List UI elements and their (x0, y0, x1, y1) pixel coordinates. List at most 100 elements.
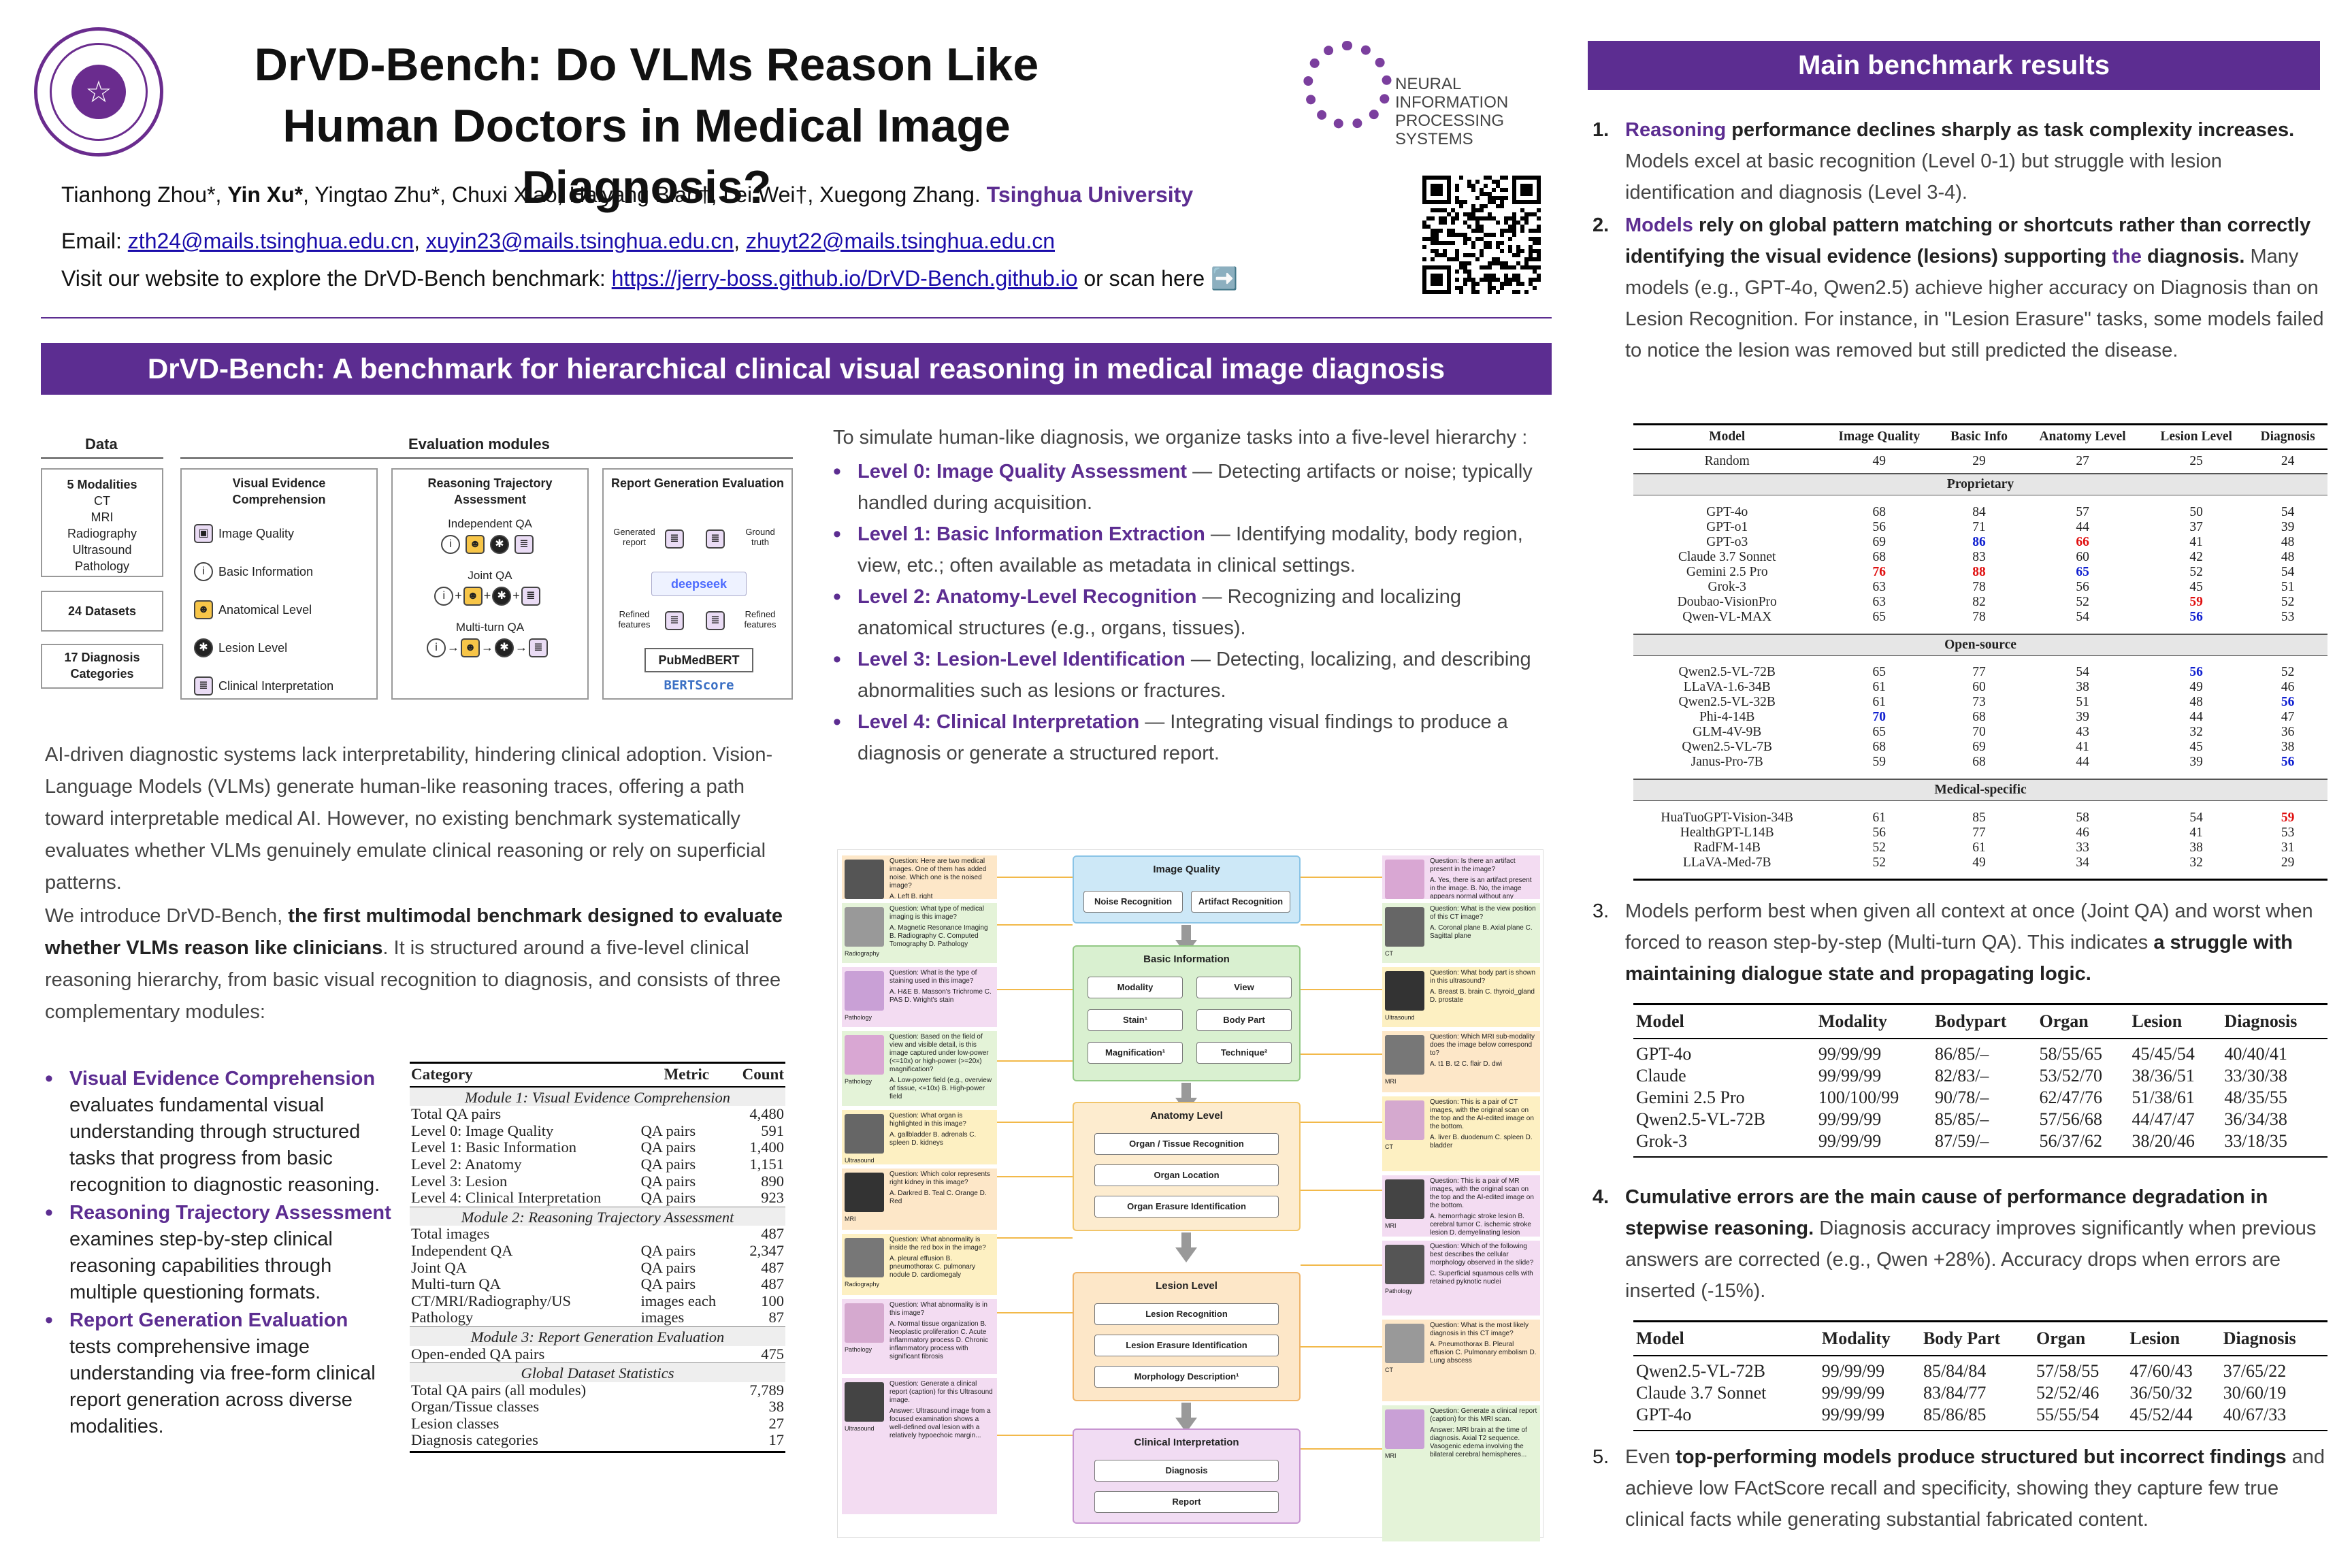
example-card: Question: Based on the field of view and… (842, 1031, 997, 1106)
table-cell: 38 (768, 1398, 785, 1416)
datasets-box: 24 Datasets (41, 591, 163, 632)
p2-bold: the first multimodal benchmark designed … (45, 905, 783, 959)
anatomy-icon: ☻ (194, 600, 213, 619)
qr-code[interactable] (1422, 176, 1541, 294)
table-cell: 39 (2076, 710, 2089, 724)
col-header: Model (1633, 423, 1821, 450)
col-header: Organ (2036, 1003, 2129, 1039)
email-link-3[interactable]: zhuyt22@mails.tsinghua.edu.cn (745, 229, 1056, 253)
level-label: Level 3: Lesion-Level Identification (858, 649, 1186, 670)
table-cell: 84 (1972, 504, 1986, 519)
image-quality-icon: ▣ (194, 524, 213, 543)
down-arrow-icon (1181, 1083, 1191, 1099)
table-cell: 45/45/54 (2132, 1044, 2195, 1064)
table-cell: Qwen2.5-VL-72B (1636, 1109, 1765, 1129)
table-cell (640, 1106, 733, 1123)
page-title: DrVD-Bench: Do VLMs Reason Like Human Do… (170, 34, 1123, 218)
modalities-box: 5 Modalities CT MRI Radiography Ultrasou… (41, 468, 163, 577)
table-cell: 1,400 (749, 1139, 784, 1156)
stage-title: Anatomy Level (1150, 1110, 1223, 1122)
module-list: Visual Evidence Comprehension evaluates … (45, 1066, 392, 1440)
table-cell: 36/50/32 (2129, 1383, 2193, 1403)
medical-image-thumbnail (1385, 860, 1424, 899)
table-row: Level 3: Lesion QA pairs 890 (410, 1173, 785, 1190)
table-cell: 48 (2281, 549, 2295, 564)
task-node: Artifact Recognition (1191, 891, 1290, 913)
table-cell: 85/85/– (1934, 1109, 1989, 1129)
finding-3: 3. Models perform best when given all con… (1592, 896, 2328, 990)
table-row: Qwen2.5-VL-72B 65 77 54 56 52 (1633, 665, 2328, 680)
table-cell: 52 (2189, 564, 2203, 579)
table-cell: 46 (2076, 825, 2089, 840)
card-answer: A. Normal tissue organization B. Neoplas… (889, 1320, 989, 1360)
table-cell: 55/55/54 (2033, 1404, 2127, 1431)
overview-panel: Data Evaluation modules 5 Modalities CT … (41, 429, 817, 715)
table-cell: 58/55/65 (2039, 1044, 2102, 1064)
table-cell: 47/60/43 (2129, 1361, 2193, 1381)
pubmedbert-box: PubMedBERT (644, 648, 753, 672)
table-cell: 99/99/99 (1815, 1130, 1932, 1158)
stage-box: Clinical Interpretation Diagnosis Report (1073, 1428, 1301, 1524)
table-cell: Total QA pairs (411, 1105, 502, 1123)
email-link-1[interactable]: zth24@mails.tsinghua.edu.cn (127, 229, 414, 253)
table-cell (640, 1382, 733, 1399)
table-cell: 33/18/35 (2221, 1130, 2328, 1158)
website-link[interactable]: https://jerry-boss.github.io/DrVD-Bench.… (611, 266, 1078, 291)
modality-ultrasound: Ultrasound (72, 543, 132, 557)
table-cell: 47 (2281, 710, 2295, 724)
finding-text: Diagnosis accuracy improves significantl… (1625, 1218, 2317, 1302)
table-row: RadFM-14B 52 61 33 38 31 (1633, 840, 2328, 855)
vec-item: Image Quality (218, 526, 295, 540)
table-cell: 52/52/46 (2036, 1383, 2100, 1403)
finding-text: Models excel at basic recognition (Level… (1625, 150, 2222, 203)
author-line: Tianhong Zhou*, Yin Xu*, Yingtao Zhu*, C… (61, 182, 1193, 208)
finding-number: 1. (1592, 119, 1610, 141)
table-cell: Total QA pairs (all modules) (411, 1381, 587, 1399)
table-cell: 61 (1972, 840, 1986, 855)
task-node: Organ Erasure Identification (1094, 1196, 1279, 1218)
sep: , (734, 229, 746, 253)
finding-bold: performance declines sharply as task com… (1726, 119, 2295, 141)
table-cell: 56 (1872, 519, 1886, 534)
col-header: Model (1633, 1003, 1816, 1039)
table-row: Claude 3.7 Sonnet 68 83 60 42 48 (1633, 550, 2328, 565)
example-card: Question: Which MRI sub-modality does th… (1382, 1031, 1540, 1092)
email-link-2[interactable]: xuyin23@mails.tsinghua.edu.cn (425, 229, 734, 253)
table-row: CT/MRI/Radiography/US images each 100 (410, 1292, 785, 1310)
table-cell: 33/30/38 (2224, 1066, 2287, 1085)
table-row: Multi-turn QA QA pairs 487 (410, 1276, 785, 1293)
table-cell: Level 4: Clinical Interpretation (411, 1189, 602, 1207)
card-modality: Radiography (845, 950, 880, 957)
report-icon: ≣ (706, 529, 725, 549)
intro-paragraph-1: AI-driven diagnostic systems lack interp… (45, 744, 773, 894)
card-modality: CT (1385, 950, 1393, 957)
card-question: Question: This is a pair of CT images, w… (1430, 1098, 1534, 1130)
table-cell: 56 (1872, 825, 1886, 840)
table-section: Global Dataset Statistics (410, 1362, 785, 1382)
table-cell: 48 (2189, 695, 2203, 709)
rta-title: Reasoning Trajectory Assessment (427, 476, 553, 506)
table-cell: RadFM-14B (1693, 840, 1761, 855)
table-cell: 7,789 (749, 1381, 784, 1399)
qa-format-table: Model Modality Bodypart Organ Lesion Diagnosi… (1633, 1003, 2328, 1158)
table-cell: 82/83/– (1934, 1066, 1989, 1085)
table-cell: 40/40/41 (2224, 1044, 2287, 1064)
medical-image-thumbnail (1385, 1245, 1424, 1284)
down-arrow-icon (1175, 1247, 1197, 1262)
col-header: Lesion (2129, 1003, 2222, 1039)
table-cell: Diagnosis categories (411, 1431, 538, 1449)
card-answer: A. Low-power field (e.g., overview of ti… (889, 1077, 992, 1100)
table-cell: 99/99/99 (1821, 1361, 1885, 1381)
diag-count: 17 Diagnosis (64, 651, 140, 664)
table-cell: HuaTuoGPT-Vision-34B (1661, 810, 1794, 825)
example-card: Question: What is the view position of t… (1382, 903, 1540, 963)
table-cell: 61 (1872, 695, 1886, 709)
table-cell: 591 (761, 1122, 784, 1139)
table-cell: Claude 3.7 Sonnet (1678, 549, 1776, 564)
table-cell: 56 (2189, 665, 2203, 679)
level-text: — Recognizing and localizing anatomical … (858, 586, 1461, 639)
table-cell: 83/84/77 (1923, 1383, 1987, 1403)
card-question: Question: Which MRI sub-modality does th… (1430, 1033, 1535, 1057)
table-cell: QA pairs (640, 1258, 696, 1276)
table-cell: Level 1: Basic Information (411, 1139, 577, 1156)
